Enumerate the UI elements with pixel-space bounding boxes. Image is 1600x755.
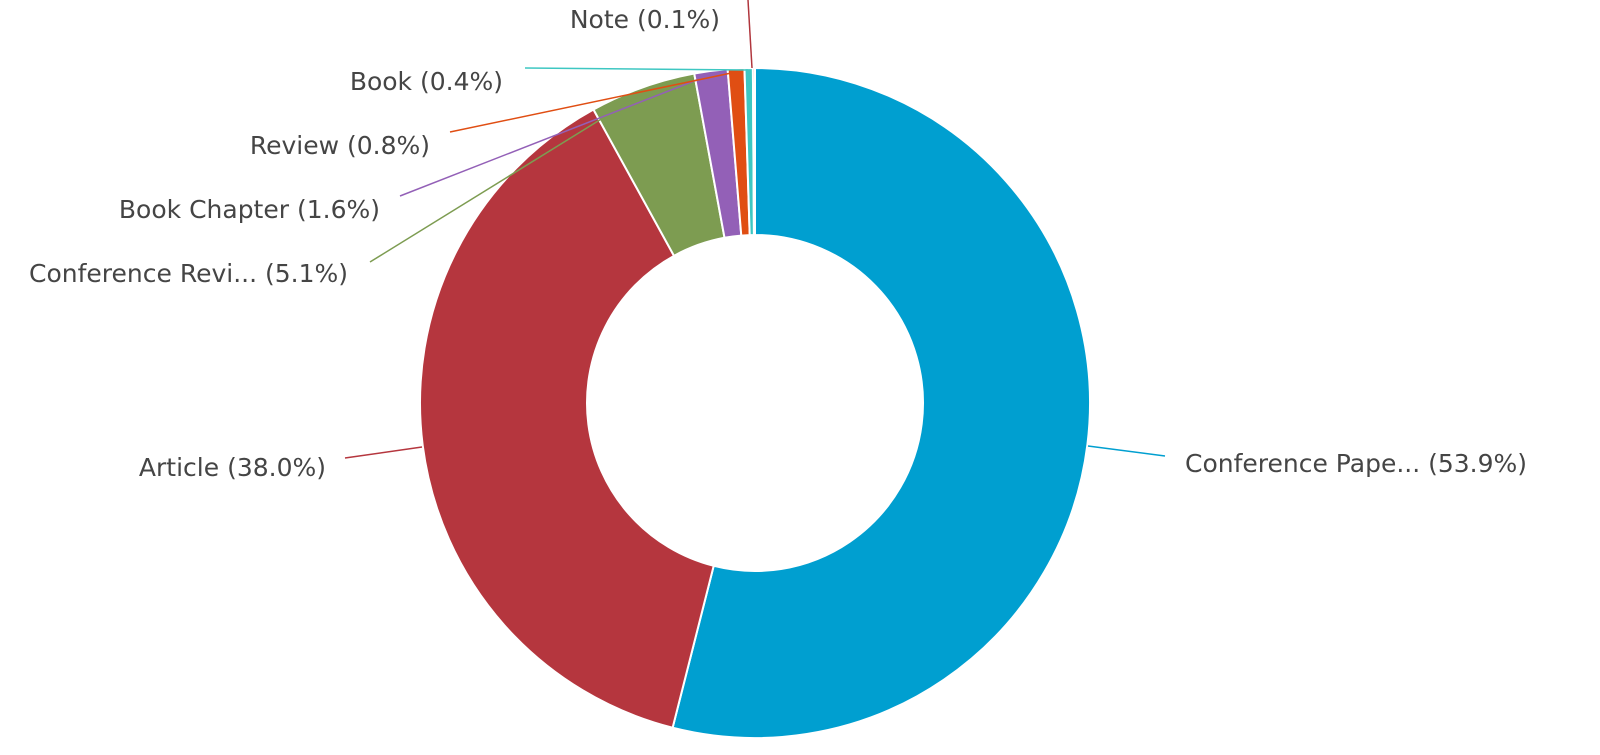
slice-1[interactable] [419, 108, 715, 729]
slice-label-1: Article (38.0%) [139, 453, 326, 482]
labels-group: Conference Pape... (53.9%) Article (38.0%… [29, 5, 1527, 482]
slice-0[interactable] [671, 66, 1091, 739]
leader-line-1 [344, 446, 423, 459]
leader-lines-group [344, 0, 1166, 459]
leader-line-0 [1087, 445, 1166, 457]
slice-label-5: Book (0.4%) [350, 67, 503, 96]
slice-label-3: Book Chapter (1.6%) [119, 195, 380, 224]
slice-label-4: Review (0.8%) [250, 131, 430, 160]
slice-label-0: Conference Pape... (53.9%) [1185, 449, 1527, 478]
slice-6[interactable] [751, 66, 756, 237]
leader-line-3 [399, 73, 713, 197]
leader-line-6 [747, 0, 753, 69]
leader-line-4 [449, 71, 737, 133]
slice-label-6: Note (0.1%) [570, 5, 720, 34]
leader-line-5 [524, 67, 749, 71]
slices-group [419, 66, 1091, 739]
leader-line-2 [369, 91, 646, 263]
slice-label-2: Conference Revi... (5.1%) [29, 259, 348, 288]
